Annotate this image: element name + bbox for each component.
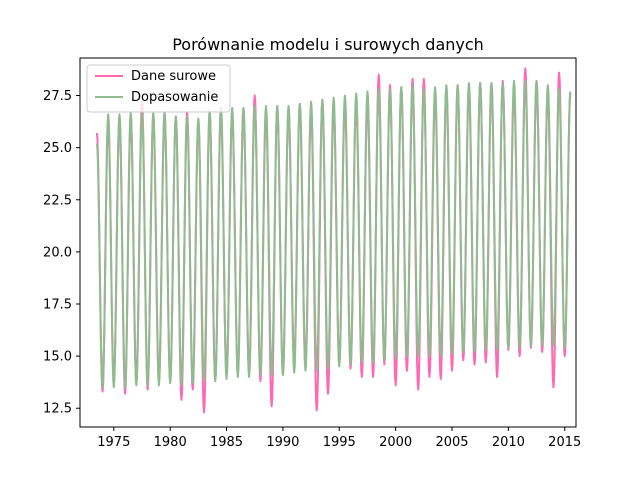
y-tick-label: 20.0 — [43, 245, 72, 260]
legend-label-dopasowanie: Dopasowanie — [131, 90, 218, 105]
x-tick-label: 2000 — [379, 435, 412, 450]
x-tick-label: 1985 — [210, 435, 243, 450]
x-tick-label: 1975 — [97, 435, 130, 450]
legend-label-dane-surowe: Dane surowe — [131, 69, 216, 84]
x-tick-label: 1990 — [266, 435, 299, 450]
x-tick-label: 1980 — [154, 435, 187, 450]
x-axis: 1975 1980 1985 1990 1995 2000 2005 2010 2015 — [97, 427, 581, 450]
y-tick-label: 15.0 — [43, 350, 72, 365]
x-tick-label: 2010 — [492, 435, 525, 450]
legend: Dane surowe Dopasowanie — [86, 64, 231, 113]
series-layer — [95, 67, 572, 414]
y-tick-label: 27.5 — [43, 89, 72, 104]
x-tick-label: 2005 — [435, 435, 468, 450]
plot-frame — [79, 57, 577, 428]
chart-title: Porównanie modelu i surowych danych — [172, 35, 484, 54]
y-tick-label: 22.5 — [43, 193, 72, 208]
series-line-dopasowanie — [95, 79, 572, 389]
y-tick-label: 17.5 — [43, 298, 72, 313]
y-tick-label: 12.5 — [43, 402, 72, 417]
y-axis: 12.5 15.0 17.5 20.0 22.5 25.0 27.5 — [43, 89, 80, 417]
x-tick-label: 2015 — [548, 435, 581, 450]
x-tick-label: 1995 — [323, 435, 356, 450]
y-tick-label: 25.0 — [43, 141, 72, 156]
